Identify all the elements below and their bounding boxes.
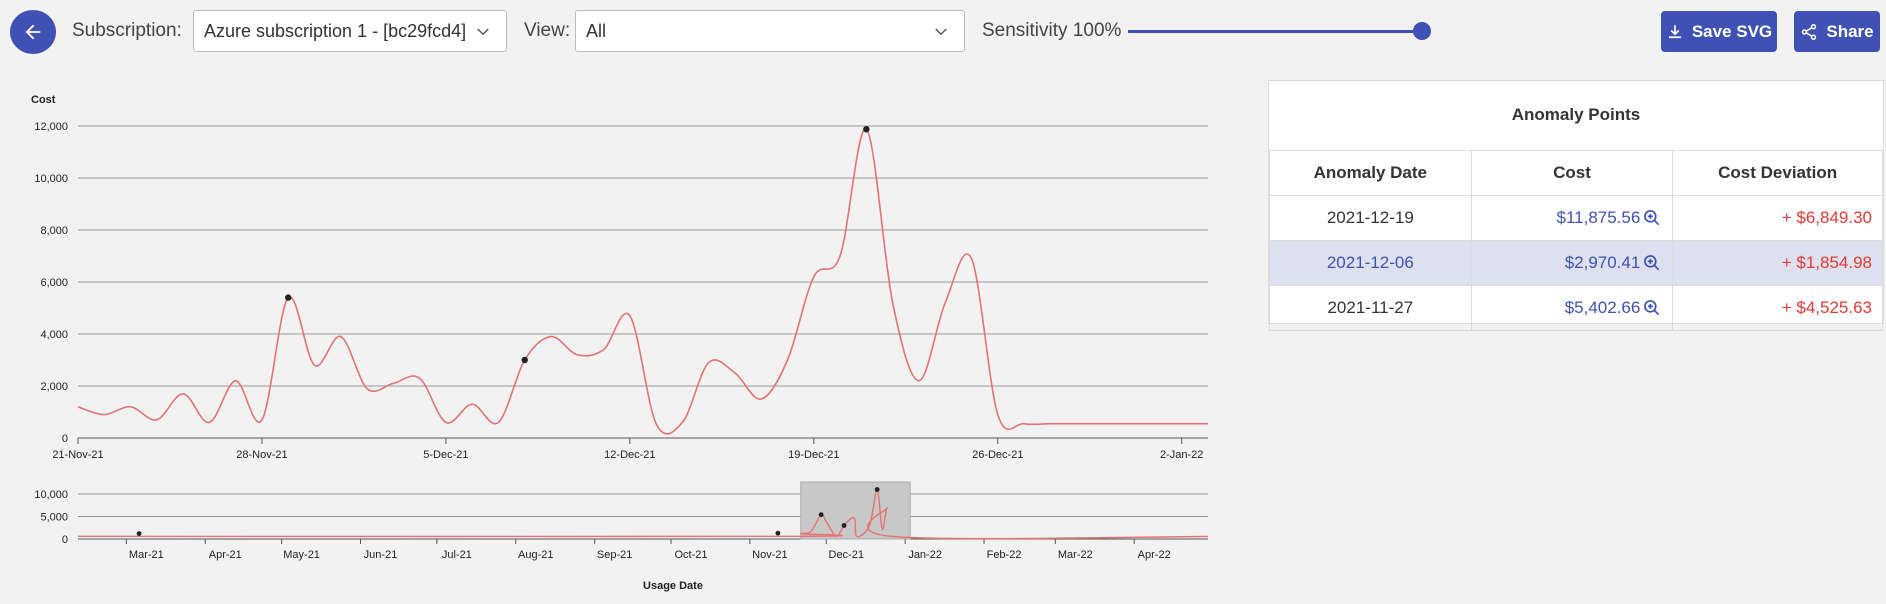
anomaly-date-cell: 2021-12-06 xyxy=(1269,240,1472,286)
usage-date-navigator-chart[interactable]: 0 5,000 10,000 Mar-21 Apr-21 May-21 Jun-21 Jul-… xyxy=(0,478,1240,604)
x-tick-label: 5-Dec-21 xyxy=(423,449,468,461)
anomaly-point xyxy=(863,126,870,133)
x-tick-label: Jan-22 xyxy=(908,549,942,561)
column-header-cost[interactable]: Cost xyxy=(1470,150,1674,196)
x-tick-label: May-21 xyxy=(283,549,320,561)
cost-deviation-cell: + $4,525.63 xyxy=(1672,285,1883,331)
anomaly-points-panel: Anomaly Points Anomaly Date Cost Cost De… xyxy=(1268,80,1884,331)
cost-line-chart[interactable]: Cost 0 2,000 4,000 6,000 8,000 10,000 12,000 21-… xyxy=(0,80,1240,470)
x-tick-label: Aug-21 xyxy=(518,549,553,561)
y-tick-label: 0 xyxy=(62,433,68,445)
x-axis-title: Usage Date xyxy=(643,580,703,592)
table-row[interactable]: 2021-12-19 $11,875.56 + $6,849.30 xyxy=(1269,195,1883,241)
anomaly-points-title: Anomaly Points xyxy=(1511,105,1641,124)
x-tick-label: Apr-22 xyxy=(1138,549,1171,561)
y-tick-label: 12,000 xyxy=(34,121,68,133)
anomaly-point xyxy=(841,523,847,528)
sensitivity-label: Sensitivity 100% xyxy=(982,20,1122,41)
x-tick-label: 19-Dec-21 xyxy=(788,449,839,461)
anomaly-point xyxy=(285,294,292,301)
y-tick-label: 8,000 xyxy=(40,225,68,237)
cost-deviation-cell: + $6,849.30 xyxy=(1672,195,1883,241)
anomaly-date-cell: 2021-11-27 xyxy=(1269,285,1472,331)
back-button[interactable] xyxy=(10,10,56,54)
cost-cell: $11,875.56 xyxy=(1470,195,1674,241)
y-tick-label: 10,000 xyxy=(34,173,68,185)
cost-value: $2,970.41 xyxy=(1564,252,1641,272)
chevron-down-icon xyxy=(935,28,947,36)
cost-value: $5,402.66 xyxy=(1564,297,1641,317)
y-tick-label: 0 xyxy=(62,534,68,546)
subscription-label: Subscription: xyxy=(72,20,182,41)
cost-deviation-cell: + $1,854.98 xyxy=(1672,240,1883,286)
column-header-cost-deviation[interactable]: Cost Deviation xyxy=(1672,150,1883,196)
sensitivity-slider-track[interactable] xyxy=(1128,30,1422,33)
cost-cell: $2,970.41 xyxy=(1470,240,1674,286)
x-tick-label: Oct-21 xyxy=(674,549,707,561)
x-tick-label: Feb-22 xyxy=(987,549,1022,561)
anomaly-point xyxy=(775,530,781,536)
x-tick-label: 12-Dec-21 xyxy=(604,449,655,461)
anomaly-date-cell: 2021-12-19 xyxy=(1269,195,1472,241)
cost-value: $11,875.56 xyxy=(1556,207,1641,227)
y-axis-title: Cost xyxy=(31,94,56,106)
x-tick-label: Jun-21 xyxy=(364,549,398,561)
anomaly-point xyxy=(818,512,824,518)
x-tick-label: Sep-21 xyxy=(597,549,632,561)
y-tick-label: 10,000 xyxy=(34,489,68,501)
x-tick-label: Apr-21 xyxy=(209,549,242,561)
zoom-in-icon[interactable] xyxy=(1642,253,1662,273)
x-tick-label: 21-Nov-21 xyxy=(52,449,103,461)
arrow-left-icon xyxy=(25,24,41,40)
zoom-in-icon[interactable] xyxy=(1642,298,1662,318)
column-header-anomaly-date[interactable]: Anomaly Date xyxy=(1269,150,1472,196)
y-tick-label: 6,000 xyxy=(40,277,68,289)
y-tick-label: 5,000 xyxy=(40,512,68,524)
x-tick-label: 26-Dec-21 xyxy=(972,449,1023,461)
table-row[interactable]: 2021-12-06 $2,970.41 + $1,854.98 xyxy=(1269,240,1883,286)
table-row[interactable]: 2021-11-27 $5,402.66 + $4,525.63 xyxy=(1269,285,1883,331)
cost-cell: $5,402.66 xyxy=(1470,285,1674,331)
sensitivity-slider-thumb[interactable] xyxy=(1413,22,1431,40)
save-svg-label: Save SVG xyxy=(1691,21,1773,41)
usage-series-line xyxy=(77,488,1209,540)
share-label: Share xyxy=(1826,21,1874,41)
view-label: View: xyxy=(524,20,571,41)
subscription-select[interactable]: Azure subscription 1 - [bc29fcd4] xyxy=(193,10,507,52)
view-value: All xyxy=(586,20,607,41)
anomaly-point xyxy=(136,531,142,536)
subscription-value: Azure subscription 1 - [bc29fcd4] xyxy=(204,20,467,41)
save-svg-button[interactable]: Save SVG xyxy=(1661,11,1777,52)
chevron-down-icon xyxy=(477,28,489,36)
table-header-row: Anomaly Date Cost Cost Deviation xyxy=(1269,150,1883,196)
anomaly-point xyxy=(874,487,880,492)
x-tick-label: 2-Jan-22 xyxy=(1160,449,1203,461)
x-tick-label: Mar-21 xyxy=(129,549,164,561)
share-icon xyxy=(1802,23,1817,40)
anomaly-point xyxy=(521,356,528,364)
x-tick-label: Dec-21 xyxy=(829,549,864,561)
anomaly-points-table: Anomaly Date Cost Cost Deviation 2021-12… xyxy=(1269,150,1883,331)
view-select[interactable]: All xyxy=(575,10,965,52)
x-tick-label: Jul-21 xyxy=(442,549,472,561)
y-tick-label: 2,000 xyxy=(40,381,68,393)
x-tick-label: 28-Nov-21 xyxy=(236,449,287,461)
zoom-in-icon[interactable] xyxy=(1642,208,1662,228)
x-tick-label: Mar-22 xyxy=(1058,549,1093,561)
share-button[interactable]: Share xyxy=(1794,11,1880,52)
cost-series-line xyxy=(77,128,1208,435)
download-icon xyxy=(1668,24,1681,38)
x-tick-label: Nov-21 xyxy=(752,549,787,561)
y-tick-label: 4,000 xyxy=(40,329,68,341)
